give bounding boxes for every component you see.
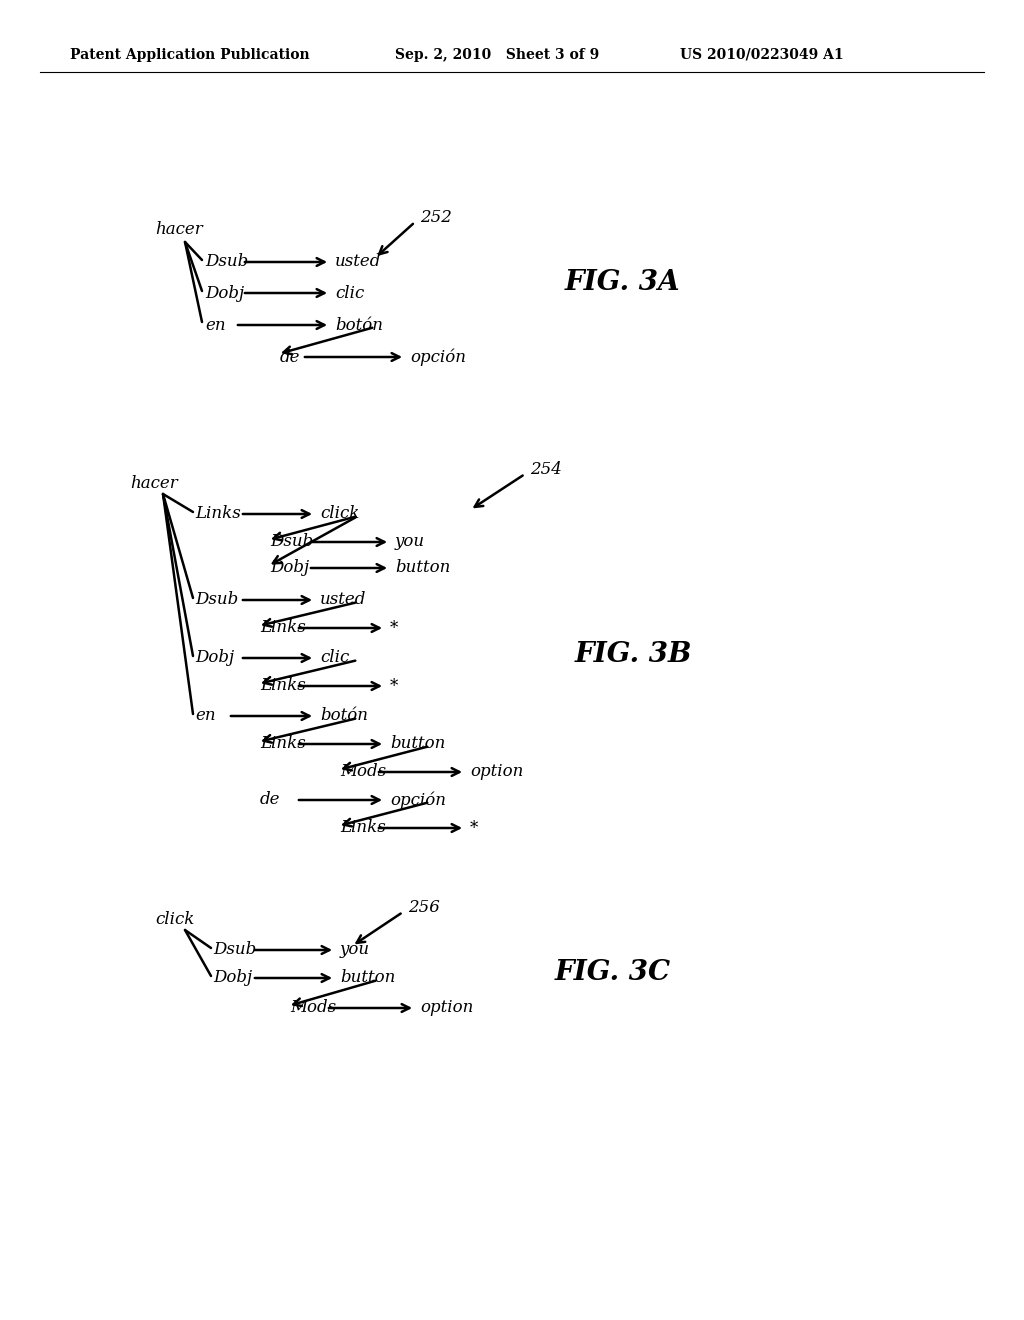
Text: botón: botón — [319, 708, 368, 725]
Text: you: you — [340, 941, 370, 958]
Text: click: click — [155, 912, 195, 928]
Text: FIG. 3C: FIG. 3C — [555, 958, 671, 986]
Text: *: * — [390, 677, 398, 694]
Text: button: button — [395, 560, 451, 577]
Text: Links: Links — [260, 735, 306, 752]
Text: opción: opción — [390, 791, 446, 809]
Text: Dsub: Dsub — [205, 253, 248, 271]
Text: Links: Links — [195, 506, 241, 523]
Text: hacer: hacer — [130, 475, 178, 492]
Text: 252: 252 — [420, 210, 452, 227]
Text: botón: botón — [335, 317, 383, 334]
Text: option: option — [420, 999, 473, 1016]
Text: Links: Links — [260, 677, 306, 694]
Text: option: option — [470, 763, 523, 780]
Text: clic: clic — [335, 285, 365, 301]
Text: hacer: hacer — [155, 222, 203, 239]
Text: opción: opción — [410, 348, 466, 366]
Text: *: * — [390, 619, 398, 636]
Text: en: en — [205, 317, 225, 334]
Text: *: * — [470, 820, 478, 837]
Text: 254: 254 — [530, 462, 562, 479]
Text: Links: Links — [260, 619, 306, 636]
Text: clic: clic — [319, 649, 349, 667]
Text: you: you — [395, 533, 425, 550]
Text: Dsub: Dsub — [195, 591, 239, 609]
Text: click: click — [319, 506, 359, 523]
Text: Dobj: Dobj — [270, 560, 309, 577]
Text: Patent Application Publication: Patent Application Publication — [70, 48, 309, 62]
Text: Dsub: Dsub — [213, 941, 256, 958]
Text: FIG. 3A: FIG. 3A — [565, 268, 681, 296]
Text: de: de — [260, 792, 281, 808]
Text: FIG. 3B: FIG. 3B — [575, 642, 692, 668]
Text: Dobj: Dobj — [195, 649, 234, 667]
Text: Dsub: Dsub — [270, 533, 313, 550]
Text: US 2010/0223049 A1: US 2010/0223049 A1 — [680, 48, 844, 62]
Text: Dobj: Dobj — [205, 285, 244, 301]
Text: usted: usted — [319, 591, 367, 609]
Text: Sep. 2, 2010   Sheet 3 of 9: Sep. 2, 2010 Sheet 3 of 9 — [395, 48, 599, 62]
Text: Mods: Mods — [290, 999, 336, 1016]
Text: en: en — [195, 708, 216, 725]
Text: usted: usted — [335, 253, 381, 271]
Text: 256: 256 — [408, 899, 440, 916]
Text: de: de — [280, 348, 300, 366]
Text: button: button — [340, 969, 395, 986]
Text: Mods: Mods — [340, 763, 386, 780]
Text: button: button — [390, 735, 445, 752]
Text: Links: Links — [340, 820, 386, 837]
Text: Dobj: Dobj — [213, 969, 252, 986]
